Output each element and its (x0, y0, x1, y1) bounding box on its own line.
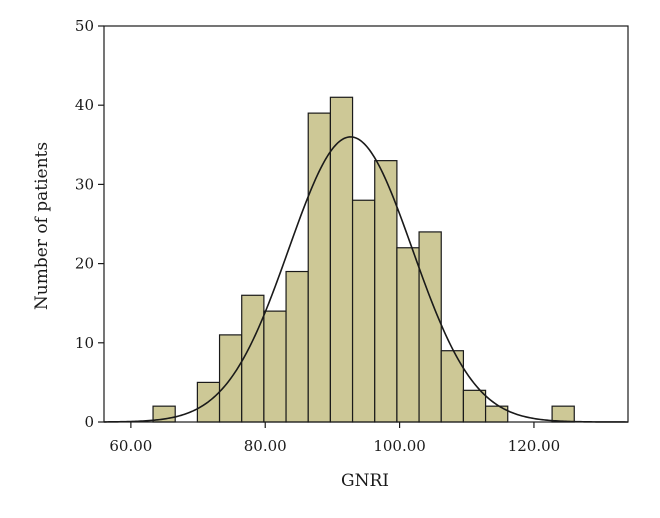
y-tick-label-5: 50 (75, 17, 94, 35)
plot-frame (103, 25, 629, 423)
y-tick-label-1: 10 (75, 334, 94, 352)
histogram-bar-6 (307, 112, 331, 423)
histogram-bar-13 (462, 389, 487, 423)
histogram-bar-5 (285, 270, 309, 423)
y-tick-label-4: 40 (75, 96, 94, 114)
x-tick-label-1: 80.00 (244, 437, 287, 455)
y-axis-title: Number of patients (32, 142, 52, 310)
normal-distribution-curve (103, 136, 628, 423)
y-tick-label-3: 30 (75, 175, 94, 193)
plot-area: 0 10 20 30 40 50 60.00 80.00 100.00 120.00 (75, 17, 629, 455)
histogram-bar-3 (241, 294, 265, 423)
histogram-bar-8 (351, 199, 376, 423)
y-tick-label-2: 20 (75, 255, 94, 273)
x-tick-label-2: 100.00 (373, 437, 426, 455)
histogram-bar-10 (396, 247, 420, 423)
histogram-bar-4 (263, 310, 287, 423)
histogram-bar-15 (551, 405, 575, 423)
x-tick-label-3: 120.00 (508, 437, 561, 455)
x-tick-label-0: 60.00 (109, 437, 152, 455)
histogram-bar-11 (418, 231, 442, 423)
x-axis-title: GNRI (341, 471, 389, 491)
histogram-bar-7 (329, 96, 354, 423)
y-tick-label-0: 0 (84, 413, 94, 431)
